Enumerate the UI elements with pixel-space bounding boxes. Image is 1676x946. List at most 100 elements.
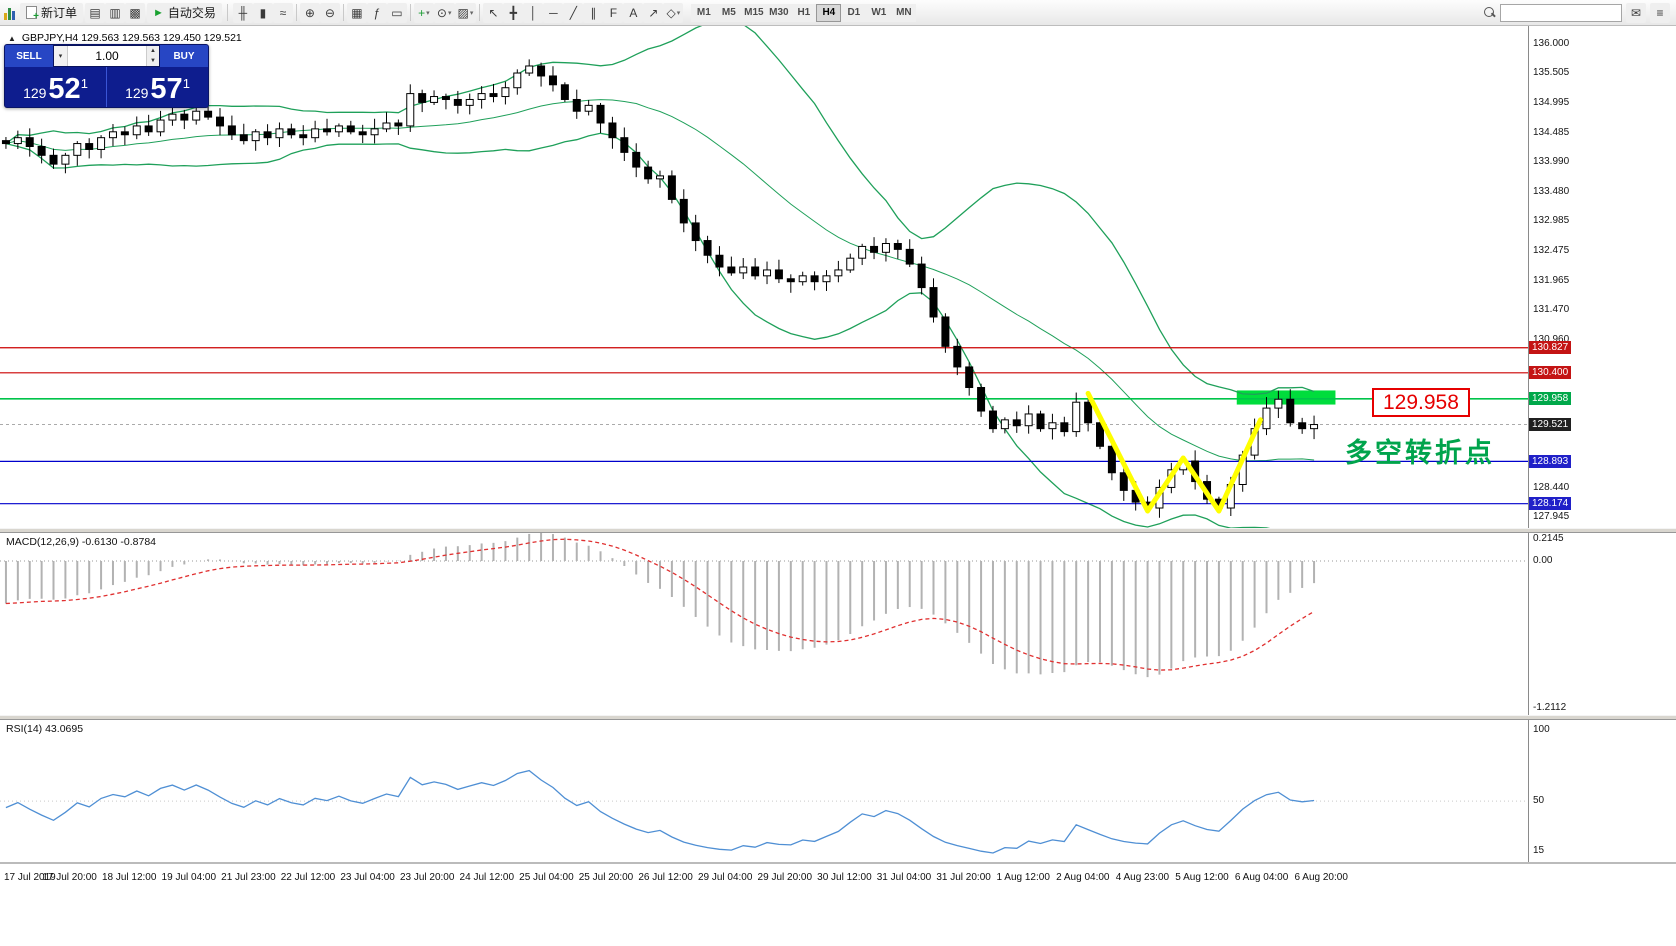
rsi-panel[interactable]: RSI(14) 43.0695 100 50 15 bbox=[0, 720, 1676, 862]
candlestick-chart[interactable] bbox=[0, 26, 1528, 528]
volume-input[interactable] bbox=[68, 49, 146, 63]
tile-windows-button[interactable]: ▦ bbox=[346, 2, 367, 23]
add-indicator-button-dropdown[interactable]: ▾ bbox=[426, 9, 430, 17]
buy-price-sup: 1 bbox=[182, 76, 190, 91]
sell-price-panel[interactable]: 129 52 1 bbox=[5, 67, 106, 107]
timeframe-mn[interactable]: MN bbox=[891, 3, 917, 22]
macd-scale-tick: 0.00 bbox=[1533, 555, 1553, 566]
timeframe-m30[interactable]: M30 bbox=[766, 3, 792, 22]
time-axis-label: 17 Jul 2019 bbox=[4, 872, 56, 883]
cursor-button[interactable]: ↖ bbox=[483, 2, 504, 23]
data-window-button[interactable]: ▭ bbox=[386, 2, 407, 23]
auto-trading-play-icon: ► bbox=[153, 6, 164, 19]
macd-scale: 0.2145 0.00 -1.2112 bbox=[1528, 533, 1676, 715]
buy-button[interactable]: BUY bbox=[160, 45, 208, 67]
price-tick: 130.960 bbox=[1533, 333, 1570, 345]
price-tick: 133.990 bbox=[1533, 155, 1570, 167]
timeframe-h1[interactable]: H1 bbox=[791, 3, 817, 22]
price-tag-130.400: 130.400 bbox=[1529, 366, 1572, 380]
templates-button[interactable]: ▨ ▾ bbox=[454, 2, 477, 23]
vertical-line-button[interactable]: │ bbox=[523, 2, 544, 23]
one-click-toggle-icon[interactable]: ▲ bbox=[8, 34, 16, 43]
highlight-zone[interactable] bbox=[1236, 390, 1336, 405]
macd-panel[interactable]: MACD(12,26,9) -0.6130 -0.8784 0.2145 0.00… bbox=[0, 533, 1676, 715]
profiles-icon[interactable]: ▥ bbox=[105, 2, 126, 23]
horizontal-line-button[interactable]: ─ bbox=[543, 2, 564, 23]
periods-button-dropdown[interactable]: ▾ bbox=[447, 9, 452, 17]
macd-label: MACD(12,26,9) -0.6130 -0.8784 bbox=[6, 536, 156, 548]
fibonacci-button[interactable]: F bbox=[603, 2, 624, 23]
auto-trading-button[interactable]: ► 自动交易 bbox=[147, 2, 222, 23]
zoom-in-button[interactable]: ⊕ bbox=[299, 2, 320, 23]
shapes-button-dropdown[interactable]: ▾ bbox=[676, 9, 681, 17]
new-order-icon bbox=[26, 6, 39, 22]
templates-button-dropdown[interactable]: ▾ bbox=[469, 9, 474, 17]
timeframe-m1[interactable]: M1 bbox=[691, 3, 717, 22]
periods-button[interactable]: ⊙ ▾ bbox=[433, 2, 455, 23]
time-axis-label: 2 Aug 04:00 bbox=[1056, 872, 1110, 883]
text-button[interactable]: A bbox=[623, 2, 644, 23]
time-axis-label: 30 Jul 12:00 bbox=[817, 872, 872, 883]
timeframe-m15[interactable]: M15 bbox=[741, 3, 767, 22]
search-input[interactable] bbox=[1500, 3, 1622, 22]
panel-separator-rsi[interactable] bbox=[0, 715, 1676, 720]
toolbar-separator bbox=[409, 4, 411, 21]
timeframe-d1[interactable]: D1 bbox=[841, 3, 867, 22]
crosshair-button[interactable]: ╋ bbox=[503, 2, 524, 23]
bar-chart-button[interactable]: ╫ bbox=[232, 2, 253, 23]
price-tick: 134.995 bbox=[1533, 96, 1570, 108]
time-axis-label: 1 Aug 12:00 bbox=[996, 872, 1050, 883]
market-watch-icon[interactable]: ▩ bbox=[125, 2, 146, 23]
new-order-button[interactable]: 新订单 bbox=[20, 2, 84, 23]
new-chart-icon[interactable]: ▤ bbox=[85, 2, 106, 23]
time-axis[interactable]: 17 Jul 2019 17 Jul 20:00 18 Jul 12:00 19 Ju… bbox=[0, 864, 1676, 946]
macd-histogram bbox=[4, 533, 1316, 678]
zone-price-label[interactable]: 129.958 bbox=[1372, 388, 1470, 417]
macd-signal-line bbox=[5, 538, 1315, 671]
price-tag-130.827: 130.827 bbox=[1529, 341, 1572, 355]
turning-point-text[interactable]: 多空转折点 bbox=[1345, 438, 1495, 468]
time-axis-label: 21 Jul 23:00 bbox=[221, 872, 276, 883]
toolbar-left-icons: ▤ ▥ ▩ bbox=[85, 2, 146, 23]
volume-field: ▾ ▲ ▼ bbox=[53, 45, 160, 67]
price-tick: 135.505 bbox=[1533, 66, 1570, 78]
sell-button[interactable]: SELL bbox=[5, 45, 53, 67]
timeframe-h4[interactable]: H4 bbox=[816, 3, 842, 22]
buy-price-big: 57 bbox=[150, 73, 183, 105]
time-axis-label: 29 Jul 20:00 bbox=[757, 872, 813, 883]
timeframe-w1[interactable]: W1 bbox=[866, 3, 892, 22]
time-axis-label: 25 Jul 04:00 bbox=[519, 872, 574, 883]
volume-up-button[interactable]: ▲ bbox=[147, 46, 159, 56]
panel-separator-macd[interactable] bbox=[0, 528, 1676, 533]
sell-price-prefix: 129 bbox=[23, 85, 47, 101]
volume-down-button[interactable]: ▼ bbox=[147, 56, 159, 66]
candlestick-chart-button[interactable]: ▮ bbox=[252, 2, 273, 23]
price-scale[interactable]: 136.000 135.505 134.995 134.485 133.990 133.4… bbox=[1528, 26, 1676, 528]
rsi-line bbox=[5, 769, 1315, 854]
price-tag-129.958: 129.958 bbox=[1529, 392, 1572, 406]
mail-icon-button[interactable]: ✉ bbox=[1626, 2, 1646, 23]
price-tick: 133.480 bbox=[1533, 185, 1570, 197]
time-axis-label: 29 Jul 04:00 bbox=[697, 872, 753, 883]
buy-price-panel[interactable]: 129 57 1 bbox=[107, 67, 208, 107]
candles bbox=[1, 59, 1319, 518]
search-icon bbox=[1484, 6, 1496, 19]
shapes-button[interactable]: ◇ ▾ bbox=[663, 2, 684, 23]
price-tick: 131.965 bbox=[1533, 274, 1570, 286]
order-type-dropdown[interactable]: ▾ bbox=[54, 46, 68, 66]
add-indicator-button[interactable]: + ▾ bbox=[413, 2, 434, 23]
trendline-button[interactable]: ╱ bbox=[563, 2, 584, 23]
buy-price-prefix: 129 bbox=[125, 85, 149, 101]
indicators-list-button[interactable]: ƒ bbox=[366, 2, 387, 23]
w-pattern-drawing[interactable] bbox=[1085, 390, 1263, 514]
rsi-label: RSI(14) 43.0695 bbox=[6, 723, 84, 735]
line-chart-button[interactable]: ≈ bbox=[272, 2, 293, 23]
new-order-label: 新订单 bbox=[41, 6, 78, 20]
arrows-button[interactable]: ↗ bbox=[643, 2, 664, 23]
channel-button[interactable]: ∥ bbox=[583, 2, 604, 23]
menu-icon-button[interactable]: ≡ bbox=[1650, 2, 1670, 23]
timeframe-m5[interactable]: M5 bbox=[716, 3, 742, 22]
main-chart-panel[interactable]: ▲ GBPJPY,H4 129.563 129.563 129.450 129.… bbox=[0, 26, 1676, 528]
zoom-out-button[interactable]: ⊖ bbox=[319, 2, 340, 23]
macd-scale-tick: 0.2145 bbox=[1533, 533, 1564, 544]
